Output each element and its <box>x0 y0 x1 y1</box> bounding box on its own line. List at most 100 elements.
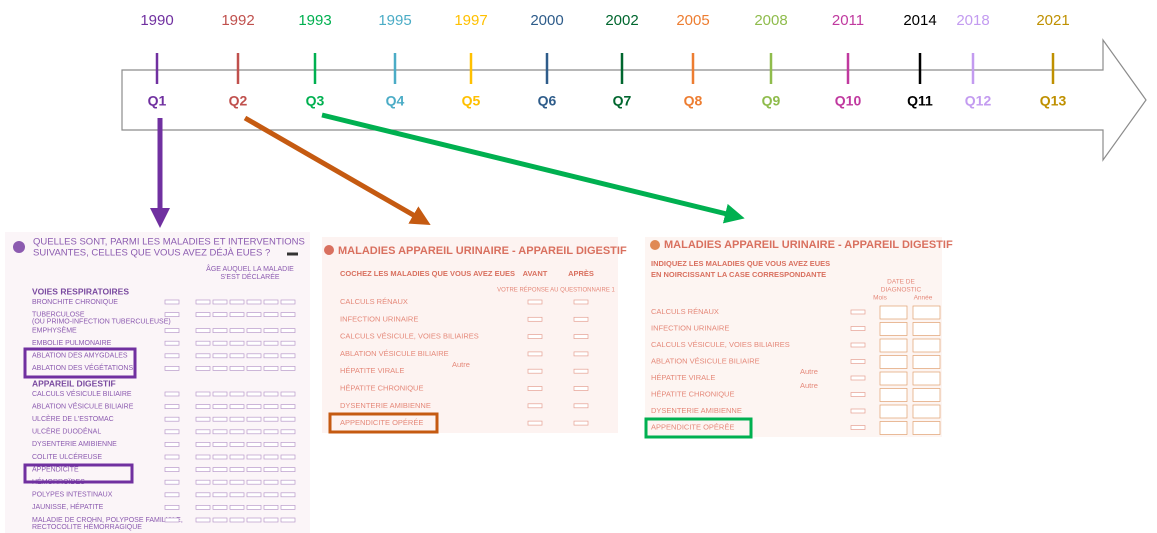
year-label: 2021 <box>1036 12 1069 29</box>
checkbox <box>165 480 179 484</box>
q2-other: Autre <box>452 360 470 369</box>
questionnaire-label: Q11 <box>907 93 933 109</box>
diagram: QUELLES SONT, PARMI LES MALADIES ET INTE… <box>0 0 1157 533</box>
checkbox <box>196 480 210 484</box>
q1-item: DYSENTERIE AMIBIENNE <box>32 441 117 448</box>
checkbox <box>528 421 542 425</box>
q3-title: MALADIES APPAREIL URINAIRE - APPAREIL DI… <box>664 239 953 251</box>
checkbox <box>165 417 179 421</box>
checkbox <box>247 455 261 459</box>
checkbox <box>165 468 179 472</box>
q1-item: BRONCHITE CHRONIQUE <box>32 299 118 306</box>
checkbox <box>880 405 907 418</box>
year-label: 2002 <box>605 12 638 29</box>
checkbox <box>528 300 542 304</box>
checkbox <box>196 505 210 509</box>
checkbox <box>247 329 261 333</box>
q1-item: EMBOLIE PULMONAIRE <box>32 340 112 347</box>
year-label: 2008 <box>754 12 787 29</box>
q1-age-header: S'EST DÉCLARÉE <box>220 272 280 281</box>
q1-item: POLYPES INTESTINAUX <box>32 492 113 499</box>
q3-date-header: DATE DE <box>887 279 915 286</box>
checkbox <box>264 341 278 345</box>
q1-title: SUIVANTES, CELLES QUE VOUS AVEZ DÉJÀ EUE… <box>33 248 270 259</box>
checkbox <box>196 354 210 358</box>
checkbox <box>213 366 227 370</box>
checkbox <box>281 313 295 317</box>
q1-item: RECTOCOLITE HÉMORRAGIQUE <box>32 522 142 531</box>
q2-item: ABLATION VÉSICULE BILIAIRE <box>340 349 449 358</box>
checkbox <box>165 313 179 317</box>
checkbox <box>281 405 295 409</box>
checkbox <box>264 354 278 358</box>
checkbox <box>880 389 907 402</box>
year-label: 1990 <box>140 12 173 29</box>
checkbox <box>851 393 865 397</box>
checkbox <box>851 310 865 314</box>
checkbox <box>528 369 542 373</box>
checkbox <box>281 341 295 345</box>
checkbox <box>230 505 244 509</box>
checkbox <box>880 339 907 352</box>
checkbox <box>247 480 261 484</box>
questionnaire-label: Q7 <box>613 93 632 109</box>
checkbox <box>247 417 261 421</box>
checkbox <box>574 421 588 425</box>
checkbox <box>165 430 179 434</box>
checkbox <box>213 442 227 446</box>
checkbox <box>264 518 278 522</box>
checkbox <box>196 417 210 421</box>
q2-item: HÉPATITE VIRALE <box>340 366 404 375</box>
checkbox <box>213 392 227 396</box>
checkbox <box>880 323 907 336</box>
checkbox <box>247 354 261 358</box>
checkbox <box>247 392 261 396</box>
checkbox <box>165 329 179 333</box>
checkbox <box>281 442 295 446</box>
checkbox <box>281 300 295 304</box>
questionnaire-label: Q9 <box>762 93 781 109</box>
checkbox <box>913 323 940 336</box>
checkbox <box>281 354 295 358</box>
checkbox <box>165 455 179 459</box>
q2-item: CALCULS VÉSICULE, VOIES BILIAIRES <box>340 332 479 341</box>
checkbox <box>281 480 295 484</box>
checkbox <box>247 313 261 317</box>
checkbox <box>264 442 278 446</box>
checkbox <box>213 505 227 509</box>
checkbox <box>264 417 278 421</box>
checkbox <box>165 354 179 358</box>
checkbox <box>574 300 588 304</box>
questionnaire-label: Q2 <box>229 93 248 109</box>
checkbox <box>281 505 295 509</box>
checkbox <box>196 442 210 446</box>
questionnaire-label: Q12 <box>965 93 992 109</box>
checkbox <box>880 356 907 369</box>
q2-item: INFECTION URINAIRE <box>340 314 418 323</box>
checkbox <box>281 329 295 333</box>
checkbox <box>196 341 210 345</box>
checkbox <box>213 493 227 497</box>
checkbox <box>574 369 588 373</box>
q1-item: (OU PRIMO-INFECTION TUBERCULEUSE) <box>32 318 171 325</box>
q3-item: CALCULS VÉSICULE, VOIES BILIAIRES <box>651 340 790 349</box>
checkbox <box>528 317 542 321</box>
questionnaire-label: Q13 <box>1040 93 1067 109</box>
checkbox <box>281 455 295 459</box>
checkbox <box>247 518 261 522</box>
checkbox <box>528 404 542 408</box>
questionnaire-label: Q4 <box>386 93 405 109</box>
checkbox <box>247 493 261 497</box>
q3-item: ABLATION VÉSICULE BILIAIRE <box>651 356 760 365</box>
checkbox <box>880 422 907 435</box>
checkbox <box>230 430 244 434</box>
checkbox <box>196 329 210 333</box>
checkbox <box>281 392 295 396</box>
checkbox <box>913 356 940 369</box>
q1-age-header: ÂGE AUQUEL LA MALADIE <box>206 264 294 273</box>
checkbox <box>247 505 261 509</box>
checkbox <box>264 366 278 370</box>
q1-item: JAUNISSE, HÉPATITE <box>32 502 104 511</box>
q1-item: APPENDICITE <box>32 466 79 473</box>
checkbox <box>213 405 227 409</box>
